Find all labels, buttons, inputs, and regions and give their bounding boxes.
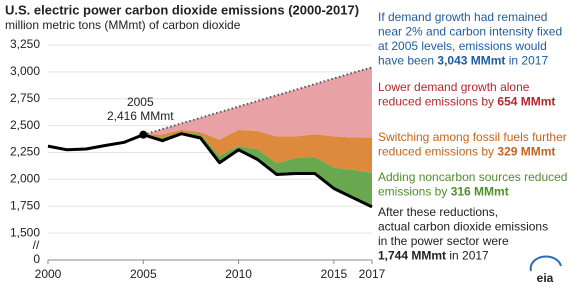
annotation-text: reduced emissions by: [378, 95, 497, 109]
annotation-line: reduced emissions by 329 MMmt: [378, 145, 555, 159]
annotation-text: in 2017: [446, 249, 489, 263]
annotation-text: near 2% and carbon intensity fixed: [378, 25, 562, 39]
y-tick-label: 1,500: [10, 225, 40, 239]
point-label: 2,416 MMmt: [107, 109, 174, 123]
annotation-line: Adding noncarbon sources reduced: [378, 170, 567, 184]
x-tick-label: 2005: [130, 267, 157, 281]
annotation-text: Switching among fossil fuels further: [378, 130, 567, 144]
point-label: 2005: [127, 95, 154, 109]
annotation-line: reduced emissions by 654 MMmt: [378, 95, 555, 109]
y-tick-label: 3,250: [10, 37, 40, 51]
stacked-area: [143, 132, 372, 207]
x-tick-label: 2010: [225, 267, 252, 281]
annotation-line: actual carbon dioxide emissions: [378, 220, 548, 234]
annotation-text: have been: [378, 54, 437, 68]
y-axis-break: //: [33, 238, 40, 252]
point-marker: [139, 130, 148, 139]
annotation-text: If demand growth had remained: [378, 10, 547, 24]
logo: eia: [537, 271, 554, 285]
y-tick-label: 2,000: [10, 172, 40, 186]
annotation-text: 316 MMmt: [451, 185, 509, 199]
chart-subtitle: million metric tons (MMmt) of carbon dio…: [5, 18, 241, 32]
annotation-line: emissions by 316 MMmt: [378, 185, 509, 199]
y-tick-label: 2,750: [10, 91, 40, 105]
emissions-line: [47, 132, 373, 209]
stacked-area: [143, 129, 372, 173]
y-tick-label: 2,250: [10, 145, 40, 159]
x-tick-label: 2015: [321, 267, 348, 281]
annotation-text: in the power sector were: [378, 234, 509, 248]
x-tick-label: 2000: [35, 267, 62, 281]
annotation-line: near 2% and carbon intensity fixed: [378, 25, 562, 39]
annotation-line: If demand growth had remained: [378, 10, 547, 24]
annotation-text: actual carbon dioxide emissions: [378, 220, 548, 234]
y-tick-label: 2,500: [10, 118, 40, 132]
stacked-area: [143, 67, 372, 140]
y-tick-label: 0: [33, 252, 40, 266]
annotation-text: 3,043 MMmt: [437, 54, 505, 68]
x-tick-label: 2017: [359, 267, 386, 281]
annotation-text: reduced emissions by: [378, 145, 497, 159]
annotation-text: emissions by: [378, 185, 451, 199]
annotation-text: at 2005 levels, emissions would: [378, 39, 547, 53]
annotation-line: in the power sector were: [378, 234, 509, 248]
annotation-line: Lower demand growth alone: [378, 80, 530, 94]
annotation-text: 329 MMmt: [497, 145, 555, 159]
annotation-line: After these reductions,: [378, 205, 498, 219]
annotation-text: 654 MMmt: [497, 95, 555, 109]
annotation-line: 1,744 MMmt in 2017: [378, 249, 489, 263]
annotation-text: After these reductions,: [378, 205, 498, 219]
annotation-text: Lower demand growth alone: [378, 80, 530, 94]
annotation-line: at 2005 levels, emissions would: [378, 39, 547, 53]
annotation-line: Switching among fossil fuels further: [378, 130, 567, 144]
y-tick-label: 3,000: [10, 64, 40, 78]
chart-title: U.S. electric power carbon dioxide emiss…: [5, 2, 359, 17]
annotation-text: 1,744 MMmt: [378, 249, 446, 263]
annotation-line: have been 3,043 MMmt in 2017: [378, 54, 548, 68]
y-tick-label: 1,750: [10, 198, 40, 212]
annotation-text: Adding noncarbon sources reduced: [378, 170, 567, 184]
logo-arc: [529, 255, 562, 272]
annotation-text: in 2017: [505, 54, 548, 68]
